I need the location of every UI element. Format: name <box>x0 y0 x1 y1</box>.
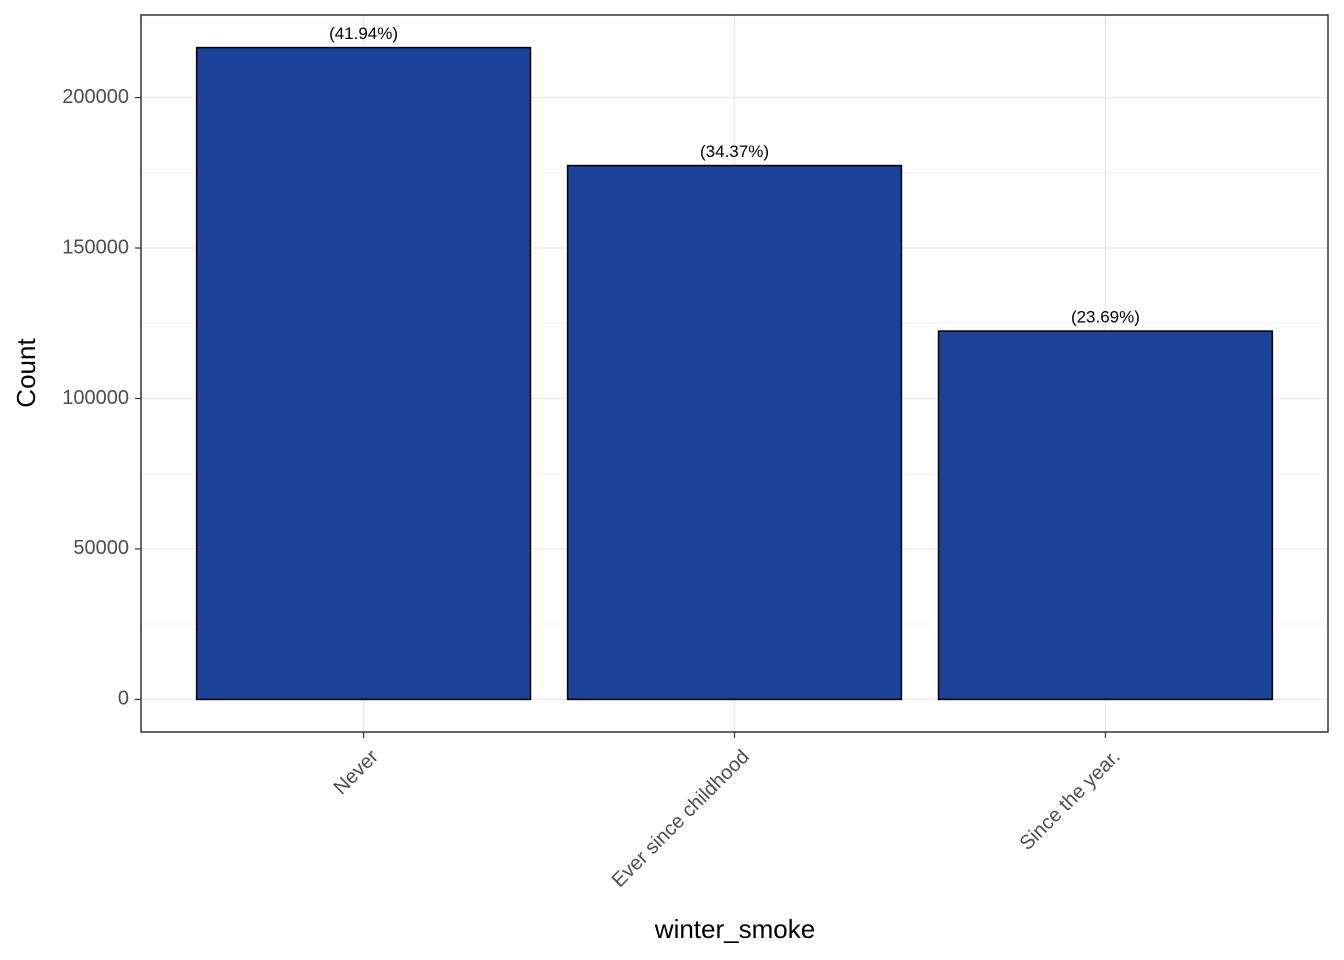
y-axis-title: Count <box>11 338 41 408</box>
data-label: (23.69%) <box>1071 308 1140 327</box>
y-tick-label: 100000 <box>62 387 129 409</box>
bar <box>195 46 532 701</box>
x-axis-title: winter_smoke <box>654 914 815 944</box>
y-tick-label: 150000 <box>62 236 129 258</box>
y-tick-label: 0 <box>118 688 129 710</box>
x-tick-label: Never <box>330 745 384 799</box>
bar <box>566 164 903 701</box>
y-tick-label: 50000 <box>73 537 129 559</box>
x-tick-label: Since the year. <box>1016 746 1125 855</box>
panel-border <box>140 14 1329 733</box>
x-tick-label: Ever since childhood <box>608 746 754 892</box>
data-label: (34.37%) <box>700 142 769 161</box>
y-tick-label: 200000 <box>62 86 129 108</box>
bar <box>937 330 1274 701</box>
data-label: (41.94%) <box>329 24 398 43</box>
